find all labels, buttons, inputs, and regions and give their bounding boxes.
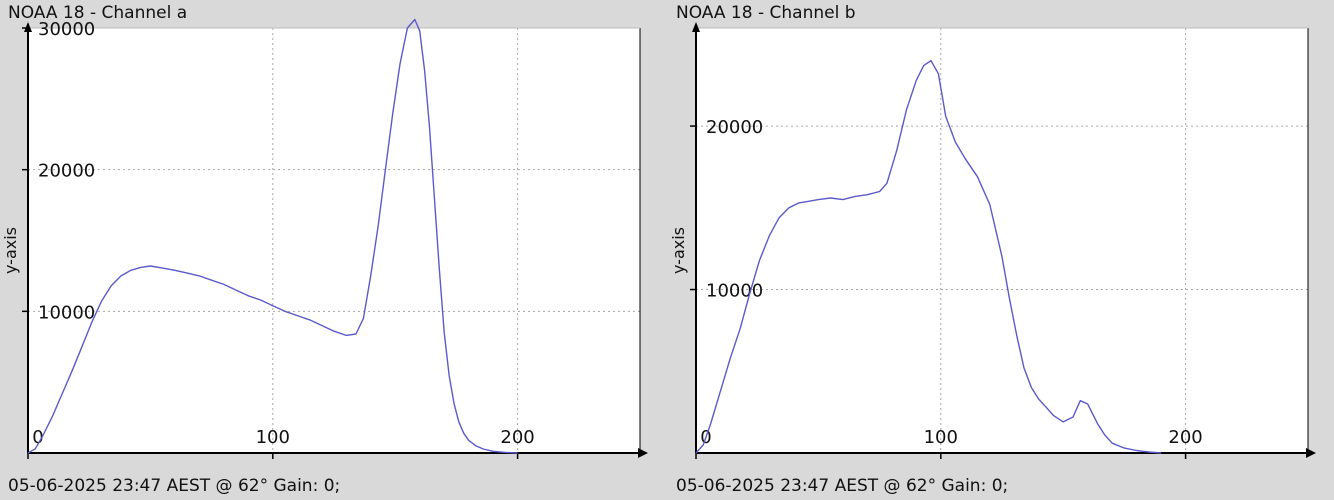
chart-footer: 05-06-2025 23:47 AEST @ 62° Gain: 0; <box>676 476 1009 496</box>
chart-footer: 05-06-2025 23:47 AEST @ 62° Gain: 0; <box>8 476 341 496</box>
plot-area <box>28 28 640 453</box>
y-axis-label: y-axis <box>669 227 688 274</box>
plot-area <box>696 28 1308 453</box>
y-axis-arrow <box>24 22 32 32</box>
chart-panel-a: NOAA 18 - Channel a 0 100 200 10000 20000 300… <box>1 0 658 500</box>
y-tick-label: 10000 <box>706 281 763 302</box>
series-line <box>695 60 1162 454</box>
x-tick-label: 100 <box>924 427 958 448</box>
x-axis-arrow <box>638 448 648 458</box>
series-line <box>27 18 518 454</box>
chart-title: NOAA 18 - Channel b <box>676 3 856 23</box>
chart-title: NOAA 18 - Channel a <box>8 3 188 23</box>
x-axis-arrow <box>1306 448 1316 458</box>
y-tick-label: 30000 <box>38 19 95 40</box>
y-tick-label: 20000 <box>706 117 763 138</box>
y-axis-label: y-axis <box>1 227 20 274</box>
x-tick-label: 200 <box>1168 427 1202 448</box>
y-axis-arrow <box>692 22 700 32</box>
y-tick-label: 20000 <box>38 161 95 182</box>
x-tick-label: 0 <box>32 427 43 448</box>
chart-panel-b: NOAA 18 - Channel b 0 100 200 10000 20000 y-a… <box>669 0 1326 500</box>
x-tick-label: 100 <box>256 427 290 448</box>
y-tick-label: 10000 <box>38 302 95 323</box>
chart-a-svg: 0 100 200 10000 20000 30000 y-axis <box>1 18 648 459</box>
x-tick-label: 200 <box>500 427 534 448</box>
